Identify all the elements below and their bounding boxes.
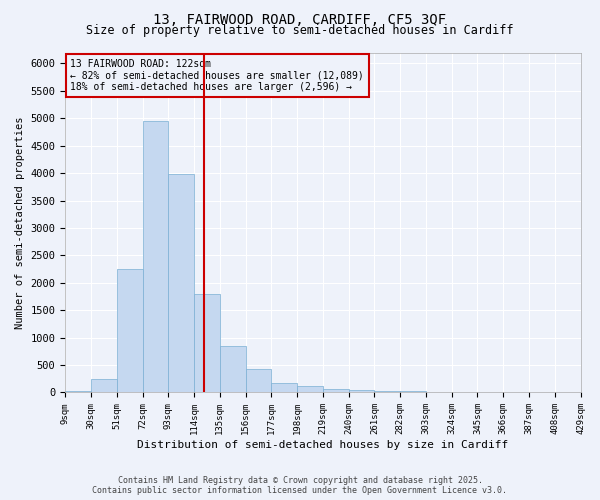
X-axis label: Distribution of semi-detached houses by size in Cardiff: Distribution of semi-detached houses by …: [137, 440, 509, 450]
Bar: [194, 294, 220, 392]
Bar: [245, 370, 271, 392]
Bar: [323, 388, 349, 392]
Bar: [349, 390, 374, 392]
Bar: [220, 346, 245, 393]
Text: 13 FAIRWOOD ROAD: 122sqm
← 82% of semi-detached houses are smaller (12,089)
18% : 13 FAIRWOOD ROAD: 122sqm ← 82% of semi-d…: [70, 60, 364, 92]
Text: Size of property relative to semi-detached houses in Cardiff: Size of property relative to semi-detach…: [86, 24, 514, 37]
Bar: [271, 383, 297, 392]
Y-axis label: Number of semi-detached properties: Number of semi-detached properties: [15, 116, 25, 328]
Bar: [117, 269, 143, 392]
Bar: [297, 386, 323, 392]
Bar: [91, 379, 117, 392]
Text: Contains HM Land Registry data © Crown copyright and database right 2025.
Contai: Contains HM Land Registry data © Crown c…: [92, 476, 508, 495]
Bar: [374, 391, 400, 392]
Bar: [143, 121, 169, 392]
Bar: [169, 174, 194, 392]
Text: 13, FAIRWOOD ROAD, CARDIFF, CF5 3QF: 13, FAIRWOOD ROAD, CARDIFF, CF5 3QF: [154, 12, 446, 26]
Bar: [65, 391, 91, 392]
